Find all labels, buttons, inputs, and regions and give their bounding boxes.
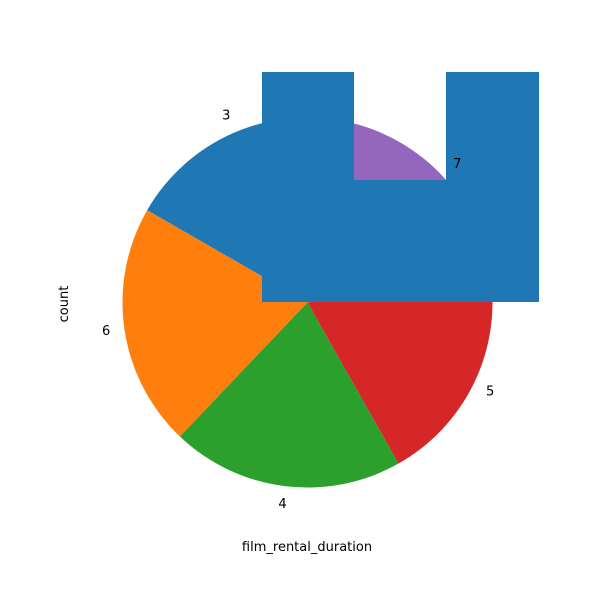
pie-label-5: 5 — [486, 385, 494, 400]
y-axis-label: count — [57, 286, 72, 323]
overlay-bar-right — [446, 72, 539, 302]
pie-label-4: 4 — [278, 497, 286, 512]
pie-label-3: 3 — [222, 108, 230, 123]
pie-labels: 3 6 4 5 7 — [102, 108, 494, 512]
overlay-bars — [262, 72, 539, 302]
x-axis-label: film_rental_duration — [242, 540, 372, 555]
overlay-bar-left — [262, 72, 354, 302]
pie-slice-4 — [179, 302, 399, 488]
pie-label-6: 6 — [102, 324, 110, 339]
overlay-bar-middle — [354, 180, 446, 302]
pie-slice-5 — [307, 275, 493, 464]
pie-slice-6 — [122, 210, 308, 437]
pie-label-7: 7 — [453, 157, 461, 172]
